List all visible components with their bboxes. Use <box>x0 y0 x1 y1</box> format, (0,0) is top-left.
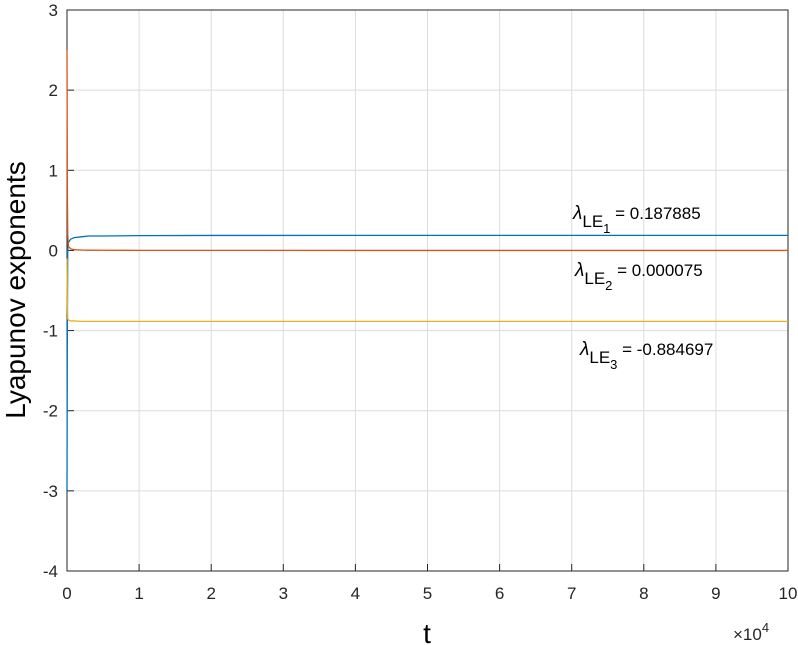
multiplier-base: ×10 <box>733 625 762 644</box>
x-tick-label: 2 <box>206 584 215 603</box>
y-tick-label: -2 <box>43 402 58 421</box>
x-tick-label: 10 <box>779 584 798 603</box>
annotation-symbol: λ <box>572 203 582 224</box>
x-tick-label: 5 <box>423 584 432 603</box>
annotation-text: = 0.187885 <box>610 204 700 223</box>
y-tick-label: 0 <box>49 241 58 260</box>
series-line <box>66 258 788 323</box>
annotation-index: 1 <box>603 221 610 236</box>
x-tick-label: 0 <box>62 584 71 603</box>
y-tick-label: 1 <box>49 161 58 180</box>
x-tick-label: 8 <box>639 584 648 603</box>
annotation-index: 3 <box>610 357 617 372</box>
annotation-text: = -0.884697 <box>617 340 713 359</box>
annotation-sub: LE <box>582 212 603 231</box>
annotation-text: = 0.000075 <box>612 261 702 280</box>
x-tick-label: 3 <box>279 584 288 603</box>
y-tick-label: -3 <box>43 482 58 501</box>
y-tick-label: 3 <box>49 1 58 20</box>
y-tick-label: 2 <box>49 81 58 100</box>
x-tick-label: 1 <box>134 584 143 603</box>
x-tick-label: 4 <box>351 584 360 603</box>
annotation-index: 2 <box>605 278 612 293</box>
annotation-symbol: λ <box>574 260 584 281</box>
x-axis-label: t <box>423 618 431 645</box>
y-tick-label: -1 <box>43 322 58 341</box>
series-line <box>66 234 788 491</box>
y-tick-label: -4 <box>43 562 58 581</box>
annotation-sub: LE <box>584 269 605 288</box>
x-tick-label: 6 <box>495 584 504 603</box>
x-tick-label: 9 <box>711 584 720 603</box>
annotation-symbol: λ <box>579 339 589 360</box>
annotation: λLE3 = -0.884697 <box>579 339 713 372</box>
y-axis-label: Lyapunov exponents <box>0 161 31 418</box>
x-multiplier: ×104 <box>733 620 769 644</box>
x-tick-label: 7 <box>567 584 576 603</box>
annotation: λLE1 = 0.187885 <box>572 203 701 236</box>
annotation-sub: LE <box>589 348 610 367</box>
annotation: λLE2 = 0.000075 <box>574 260 703 293</box>
series-line <box>66 50 788 252</box>
multiplier-exponent: 4 <box>762 620 769 635</box>
